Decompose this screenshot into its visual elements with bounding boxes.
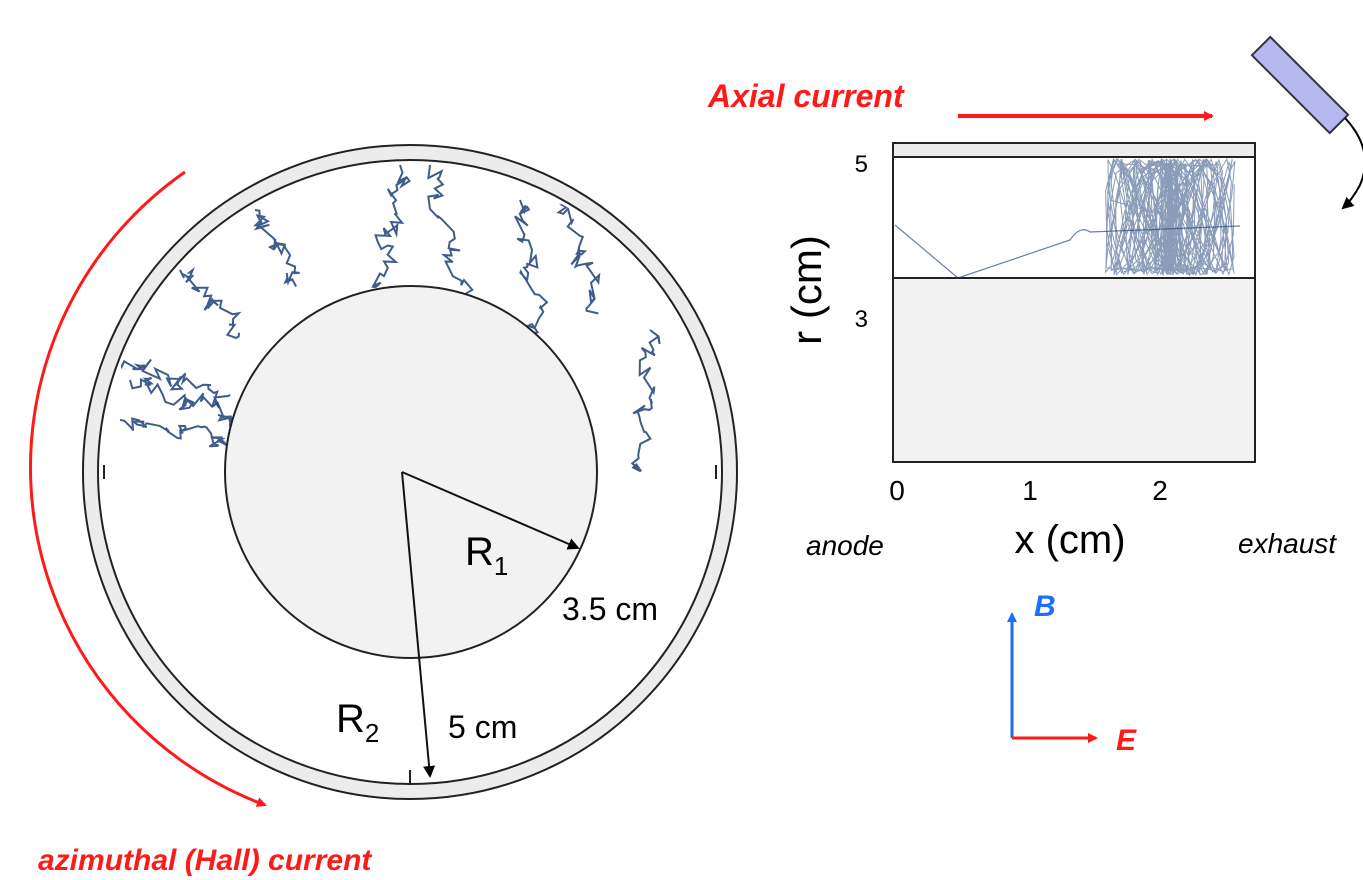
- e-label: E: [1116, 724, 1137, 757]
- hall-current-label: azimuthal (Hall) current: [38, 844, 373, 877]
- x-axis-label: x (cm): [1014, 518, 1125, 562]
- probe-arrow: [1343, 118, 1363, 208]
- y-tick-label: 5: [855, 151, 868, 178]
- axial-view: Axial current 5 3 r (cm) 0 1 2 anode x (…: [707, 37, 1363, 757]
- exhaust-label: exhaust: [1238, 528, 1337, 559]
- probe: [1252, 37, 1348, 133]
- diagram: R1 3.5 cm R2 5 cm azimuthal (Hall) curre…: [0, 0, 1363, 880]
- b-label: B: [1034, 590, 1056, 623]
- x-tick-label: 2: [1152, 475, 1168, 506]
- y-axis-label: r (cm): [783, 235, 830, 345]
- thruster-cross-section: R1 3.5 cm R2 5 cm azimuthal (Hall) curre…: [30, 145, 737, 877]
- y-tick-label: 3: [855, 306, 868, 333]
- axial-current-label: Axial current: [707, 78, 905, 114]
- x-tick-label: 0: [889, 475, 905, 506]
- r2-value: 5 cm: [448, 709, 517, 745]
- r1-value: 3.5 cm: [562, 591, 658, 627]
- x-tick-label: 1: [1022, 475, 1038, 506]
- anode-label: anode: [806, 530, 884, 561]
